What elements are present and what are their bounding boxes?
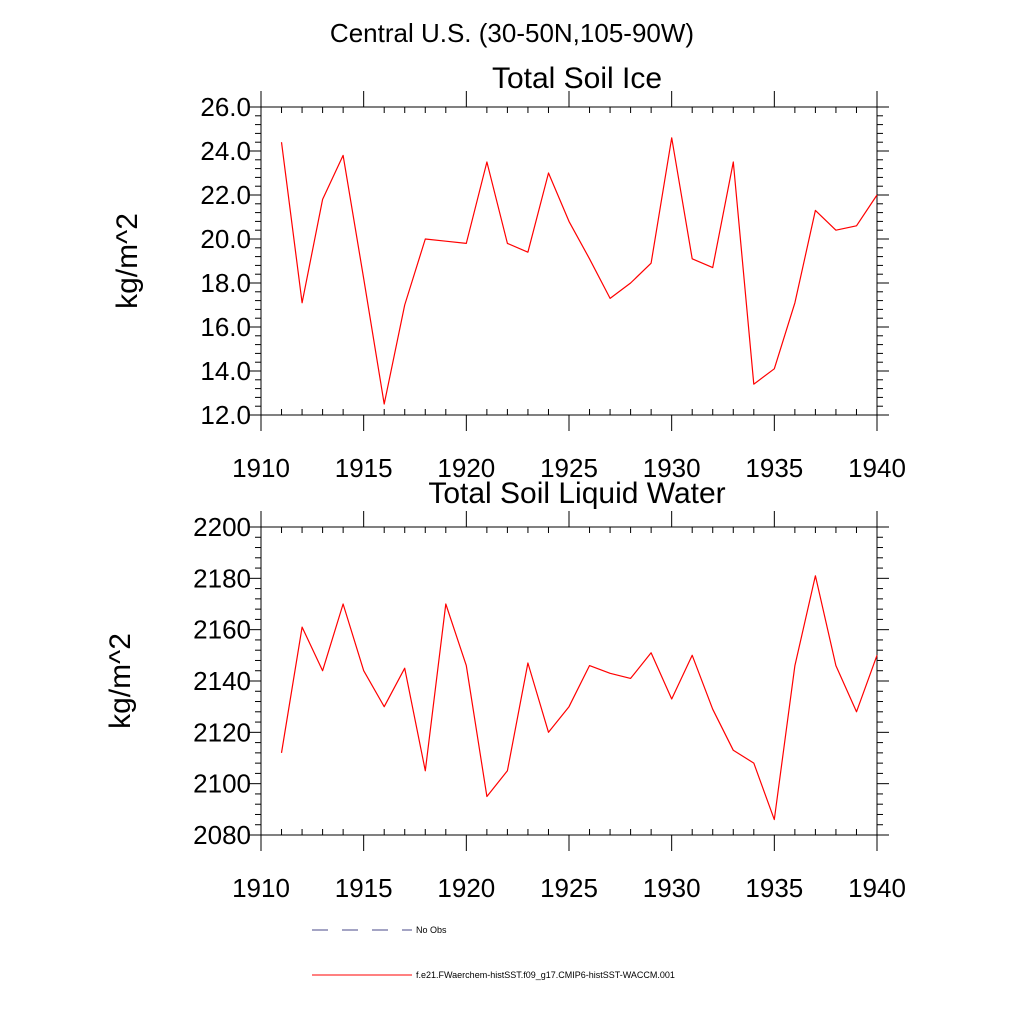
y-tick-label: 26.0 [200,92,251,122]
legend: No Obs f.e21.FWaerchem-histSST.f09_g17.C… [312,925,675,980]
y-tick-labels: 12.0 14.0 16.0 18.0 20.0 22.0 24.0 26.0 [200,92,251,430]
x-tick-label: 1930 [643,453,701,483]
x-tick-label: 1935 [745,873,803,903]
x-tick-label: 1930 [643,873,701,903]
tick-marks [249,91,889,431]
x-tick-label: 1935 [745,453,803,483]
tick-marks [249,511,889,851]
panel-title: Total Soil Ice [492,62,662,95]
y-tick-label: 2180 [193,563,251,593]
series-line [280,575,878,821]
y-tick-label: 24.0 [200,136,251,166]
y-tick-label: 18.0 [200,268,251,298]
legend-label-model: f.e21.FWaerchem-histSST.f09_g17.CMIP6-hi… [416,970,675,980]
x-tick-label: 1910 [232,453,290,483]
y-tick-labels: 2080 2100 2120 2140 2160 2180 2200 [193,512,251,850]
y-tick-label: 2140 [193,666,251,696]
x-tick-label: 1920 [437,453,495,483]
x-tick-label: 1925 [540,453,598,483]
series-line [280,137,878,405]
y-tick-label: 16.0 [200,312,251,342]
y-axis-label: kg/m^2 [104,633,137,729]
y-tick-label: 14.0 [200,356,251,386]
x-tick-label: 1910 [232,873,290,903]
series-group [280,575,878,821]
y-tick-label: 12.0 [200,400,251,430]
x-tick-label: 1915 [335,873,393,903]
x-tick-labels: 1910 1915 1920 1925 1930 1935 1940 [232,873,906,903]
x-tick-label: 1940 [848,453,906,483]
figure-main-title: Central U.S. (30-50N,105-90W) [330,18,694,48]
x-tick-label: 1940 [848,873,906,903]
y-tick-label: 2200 [193,512,251,542]
y-axis-label: kg/m^2 [111,213,144,309]
y-tick-label: 2160 [193,615,251,645]
y-tick-label: 20.0 [200,224,251,254]
x-tick-label: 1920 [437,873,495,903]
x-tick-label: 1925 [540,873,598,903]
y-tick-label: 2120 [193,717,251,747]
legend-label-no-obs: No Obs [416,925,447,935]
x-tick-labels: 1910 1915 1920 1925 1930 1935 1940 [232,453,906,483]
y-tick-label: 2080 [193,820,251,850]
y-tick-label: 2100 [193,769,251,799]
panel-title: Total Soil Liquid Water [428,477,725,510]
x-tick-label: 1915 [335,453,393,483]
y-tick-label: 22.0 [200,180,251,210]
series-group [280,137,878,405]
panel-total-soil-ice: Total Soil Ice kg/m^2 1910 1915 1920 1925 19… [111,62,906,483]
panel-total-soil-liquid-water: Total Soil Liquid Water kg/m^2 1910 1915 1… [104,477,906,903]
